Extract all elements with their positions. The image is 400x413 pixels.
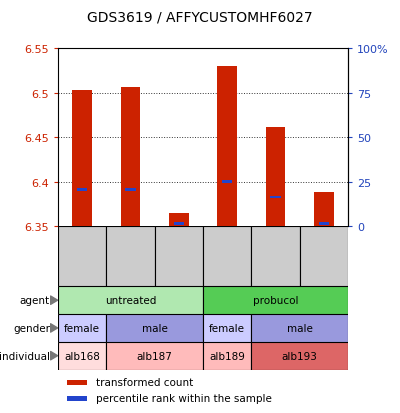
Bar xyxy=(106,314,203,342)
Bar xyxy=(106,342,203,370)
Polygon shape xyxy=(50,324,58,332)
Bar xyxy=(218,67,237,227)
Text: alb193: alb193 xyxy=(282,351,318,361)
Text: individual: individual xyxy=(0,351,50,361)
Bar xyxy=(77,189,88,192)
Bar xyxy=(203,314,251,342)
Text: probucol: probucol xyxy=(253,295,298,306)
Bar xyxy=(58,314,106,342)
Bar xyxy=(67,396,87,401)
Text: female: female xyxy=(209,323,245,333)
Bar xyxy=(251,227,300,287)
Text: alb187: alb187 xyxy=(137,351,173,361)
Bar xyxy=(72,91,92,227)
Bar xyxy=(58,287,203,314)
Text: alb189: alb189 xyxy=(209,351,245,361)
Bar xyxy=(251,314,348,342)
Bar xyxy=(203,342,251,370)
Bar xyxy=(155,227,203,287)
Bar xyxy=(203,287,348,314)
Bar xyxy=(318,223,329,225)
Bar xyxy=(266,127,285,227)
Bar xyxy=(125,189,136,192)
Text: transformed count: transformed count xyxy=(96,377,193,387)
Bar xyxy=(314,193,334,227)
Bar xyxy=(106,227,155,287)
Text: agent: agent xyxy=(20,295,50,306)
Text: untreated: untreated xyxy=(105,295,156,306)
Text: GDS3619 / AFFYCUSTOMHF6027: GDS3619 / AFFYCUSTOMHF6027 xyxy=(87,10,313,24)
Bar xyxy=(270,196,281,199)
Text: percentile rank within the sample: percentile rank within the sample xyxy=(96,393,272,403)
Bar xyxy=(300,227,348,287)
Text: gender: gender xyxy=(13,323,50,333)
Text: alb168: alb168 xyxy=(64,351,100,361)
Bar xyxy=(222,181,232,184)
Text: male: male xyxy=(142,323,168,333)
Polygon shape xyxy=(50,351,58,360)
Text: male: male xyxy=(287,323,313,333)
Bar xyxy=(174,223,184,225)
Bar xyxy=(203,227,251,287)
Bar xyxy=(169,214,188,227)
Bar xyxy=(251,342,348,370)
Text: female: female xyxy=(64,323,100,333)
Bar xyxy=(67,380,87,385)
Bar xyxy=(121,87,140,227)
Polygon shape xyxy=(50,296,58,305)
Bar xyxy=(58,227,106,287)
Bar xyxy=(58,342,106,370)
